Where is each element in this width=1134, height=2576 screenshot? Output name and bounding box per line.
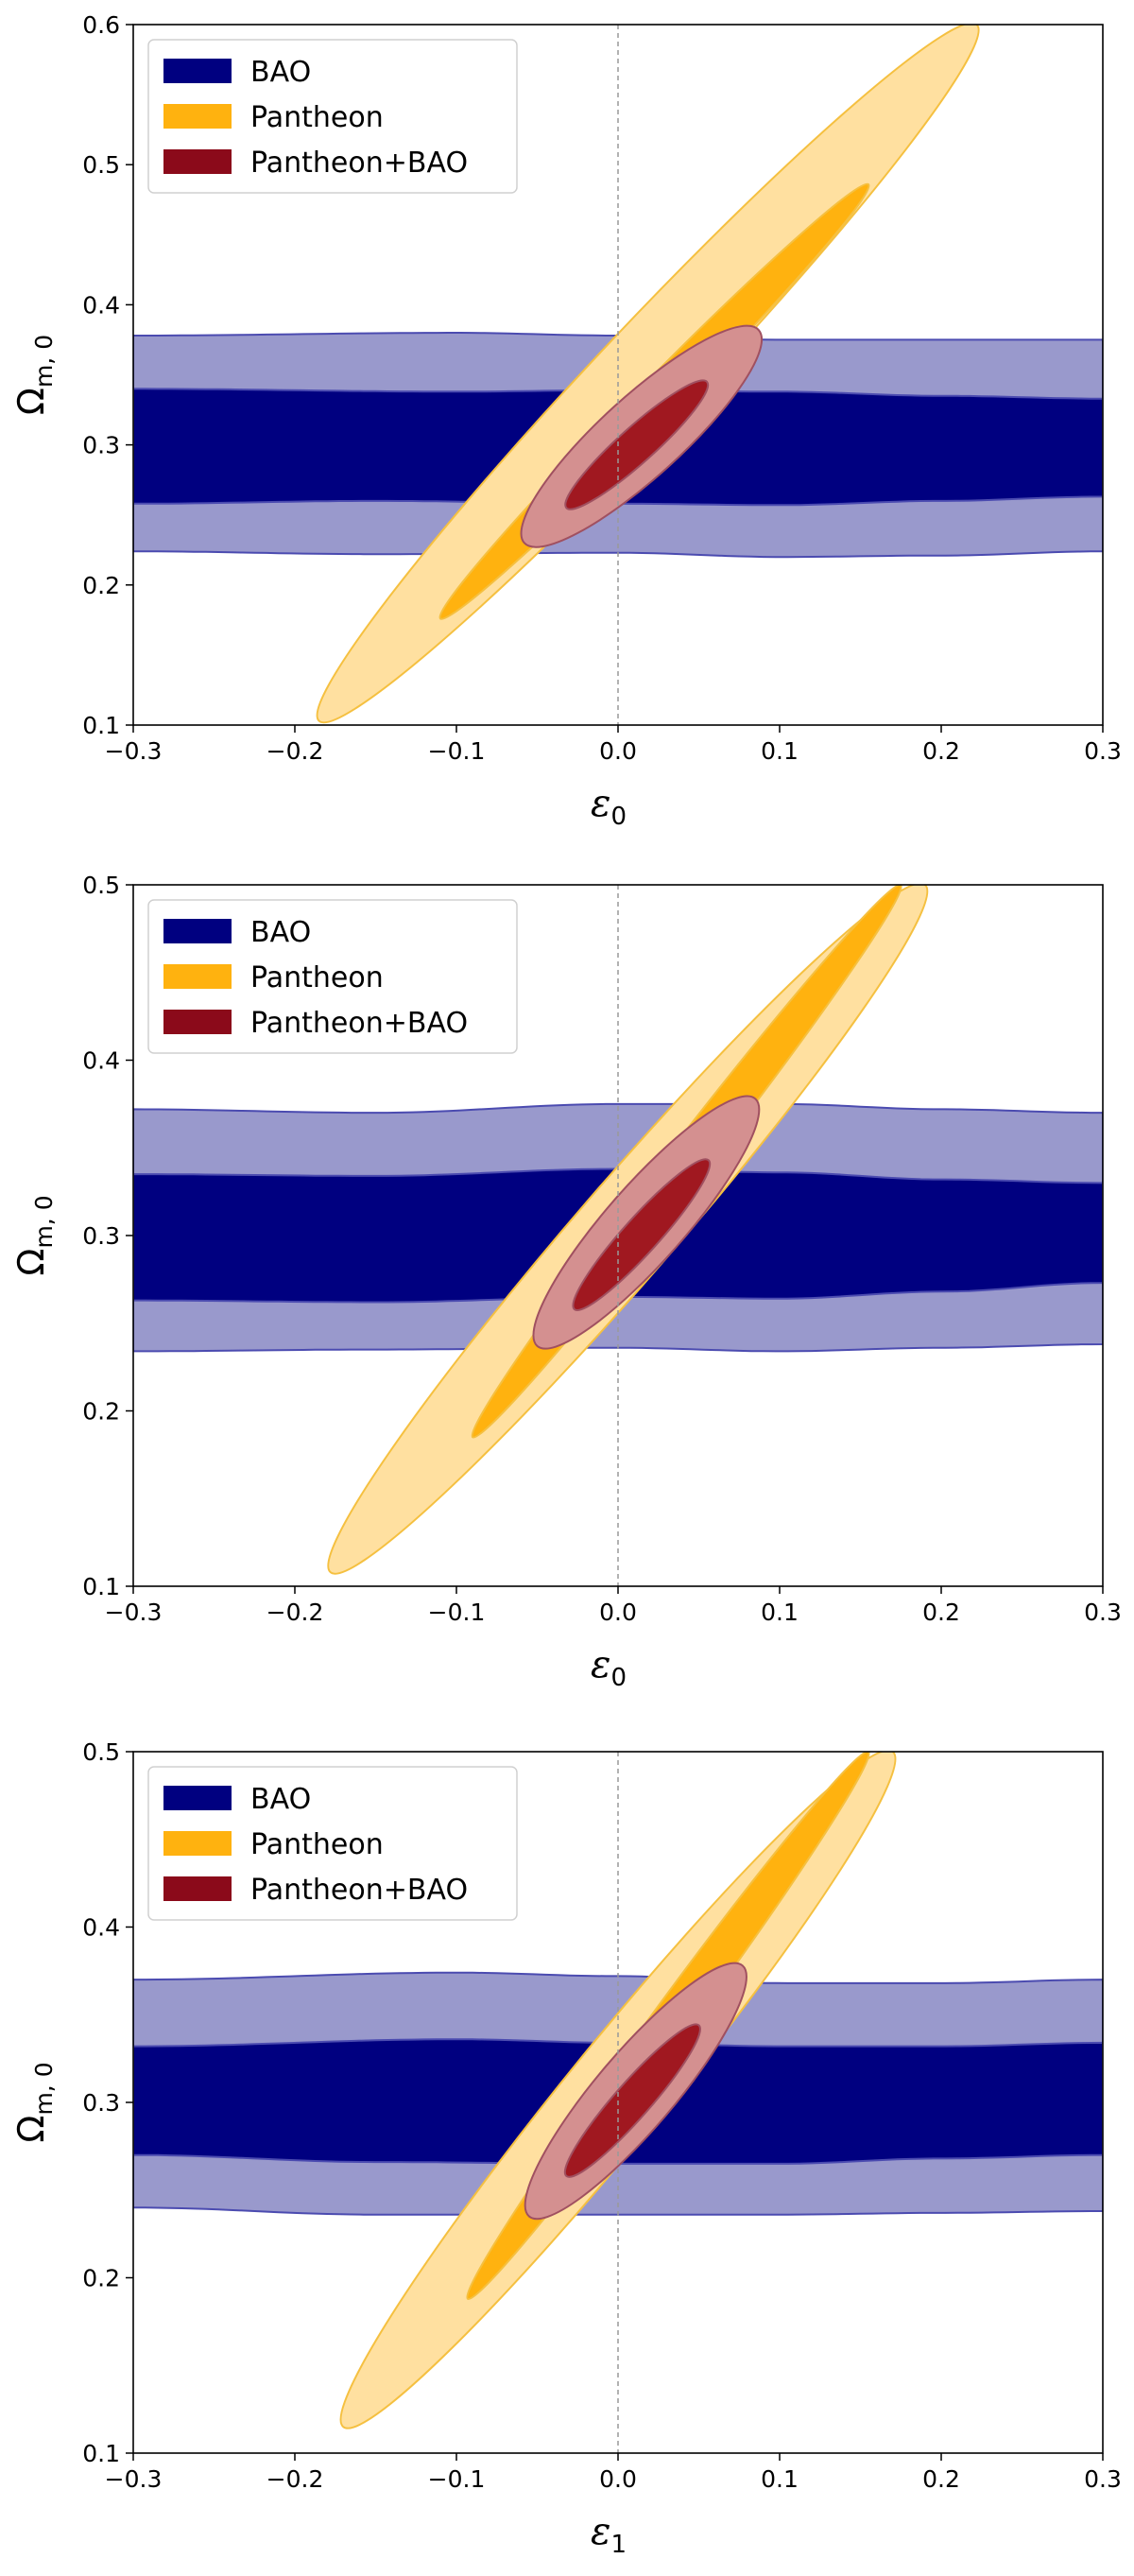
chart-bottom-legend-label-bao: BAO bbox=[250, 1783, 311, 1816]
chart-bottom-legend-box bbox=[147, 1766, 518, 1921]
chart-bottom-xtick-label: 0.0 bbox=[599, 2465, 637, 2493]
chart-bottom-legend-swatch-pantheon-plus-bao bbox=[163, 1876, 232, 1901]
chart-bottom-ylabel: Ωm, 0 bbox=[10, 2062, 58, 2142]
chart-bottom-legend-swatch-bao bbox=[163, 1786, 232, 1810]
chart-middle-ytick-label: 0.5 bbox=[82, 872, 120, 899]
chart-middle-ytick-label: 0.4 bbox=[82, 1047, 120, 1075]
chart-middle-legend: BAO Pantheon Pantheon+BAO bbox=[147, 899, 518, 1054]
chart-top-xtick-label: 0.1 bbox=[761, 737, 799, 765]
chart-middle-legend-label-bao: BAO bbox=[250, 916, 311, 949]
chart-bottom-xtick-label: 0.2 bbox=[922, 2465, 960, 2493]
chart-panel-bottom: −0.3 −0.2 −0.1 0.0 0.1 0.2 0.3 0.1 0.2 0.3 0.4 0.5 ε… bbox=[10, 1738, 1122, 2559]
chart-bottom-legend-label-pantheon-plus-bao: Pantheon+BAO bbox=[250, 1874, 468, 1907]
chart-middle-xtick-label: −0.3 bbox=[105, 1599, 163, 1626]
chart-top-legend: BAO Pantheon Pantheon+BAO bbox=[147, 39, 518, 194]
chart-bottom-legend-swatch-pantheon bbox=[163, 1831, 232, 1856]
chart-top-contour-pantheon-plus-bao-1sigma bbox=[564, 379, 710, 510]
chart-top-xtick-label: −0.1 bbox=[428, 737, 486, 765]
chart-top-xlabel: ε0 bbox=[591, 782, 627, 831]
chart-top-ylabel: Ωm, 0 bbox=[10, 335, 58, 415]
chart-bottom-xtick-label: −0.2 bbox=[266, 2465, 324, 2493]
chart-top-ytick-label: 0.4 bbox=[82, 291, 120, 319]
chart-middle-xtick-label: −0.1 bbox=[428, 1599, 486, 1626]
chart-bottom-xtick-label: 0.1 bbox=[761, 2465, 799, 2493]
chart-middle-legend-swatch-bao bbox=[163, 919, 232, 943]
chart-bottom-xlabel: ε1 bbox=[591, 2510, 627, 2559]
chart-middle-xtick-label: 0.2 bbox=[922, 1599, 960, 1626]
chart-middle-ytick-label: 0.2 bbox=[82, 1398, 120, 1426]
chart-middle-ytick-label: 0.3 bbox=[82, 1222, 120, 1250]
chart-middle-legend-label-pantheon: Pantheon bbox=[250, 961, 384, 994]
chart-top-plot-area bbox=[133, 25, 1103, 724]
chart-middle-ylabel: Ωm, 0 bbox=[10, 1195, 58, 1275]
chart-middle-xtick-label: 0.0 bbox=[599, 1599, 637, 1626]
chart-bottom-xtick-label: −0.1 bbox=[428, 2465, 486, 2493]
chart-middle-xtick-label: 0.3 bbox=[1084, 1599, 1122, 1626]
chart-middle-xtick-label: −0.2 bbox=[266, 1599, 324, 1626]
chart-middle-ytick-label: 0.1 bbox=[82, 1573, 120, 1600]
chart-bottom-xtick-label: 0.3 bbox=[1084, 2465, 1122, 2493]
chart-top-ytick-label: 0.3 bbox=[82, 432, 120, 459]
chart-top-xtick-label: 0.3 bbox=[1084, 737, 1122, 765]
chart-top-ytick-label: 0.1 bbox=[82, 712, 120, 739]
chart-top-xtick-label: −0.2 bbox=[266, 737, 324, 765]
chart-middle-plot-area bbox=[133, 885, 1103, 1575]
chart-middle-legend-swatch-pantheon-plus-bao bbox=[163, 1010, 232, 1034]
chart-middle-legend-label-pantheon-plus-bao: Pantheon+BAO bbox=[250, 1007, 468, 1040]
chart-top-ytick-label: 0.2 bbox=[82, 572, 120, 599]
chart-top-legend-swatch-pantheon bbox=[163, 104, 232, 129]
chart-bottom-ytick-label: 0.5 bbox=[82, 1738, 120, 1766]
chart-bottom-xtick-label: −0.3 bbox=[105, 2465, 163, 2493]
chart-top-legend-label-pantheon-plus-bao: Pantheon+BAO bbox=[250, 147, 468, 180]
chart-top-ytick-label: 0.6 bbox=[82, 11, 120, 39]
chart-top-xtick-label: 0.0 bbox=[599, 737, 637, 765]
chart-middle-xlabel: ε0 bbox=[591, 1643, 627, 1692]
chart-bottom-contour-pantheon-plus-bao-1sigma bbox=[563, 2023, 701, 2178]
chart-bottom-legend-label-pantheon: Pantheon bbox=[250, 1828, 384, 1861]
chart-middle-legend-swatch-pantheon bbox=[163, 964, 232, 989]
chart-middle-legend-box bbox=[147, 899, 518, 1054]
chart-top-legend-swatch-bao bbox=[163, 59, 232, 83]
chart-top-xtick-label: 0.2 bbox=[922, 737, 960, 765]
chart-bottom-ytick-label: 0.2 bbox=[82, 2265, 120, 2292]
chart-bottom-ytick-label: 0.3 bbox=[82, 2089, 120, 2117]
chart-top-legend-box bbox=[147, 39, 518, 194]
chart-middle-xtick-label: 0.1 bbox=[761, 1599, 799, 1626]
chart-top-legend-label-bao: BAO bbox=[250, 56, 311, 89]
chart-middle-contour-pantheon-plus-bao-1sigma bbox=[572, 1158, 712, 1311]
chart-top-legend-label-pantheon: Pantheon bbox=[250, 101, 384, 134]
chart-top-legend-swatch-pantheon-plus-bao bbox=[163, 149, 232, 174]
chart-panel-top: −0.3 −0.2 −0.1 0.0 0.1 0.2 0.3 0.1 0.2 0.3 0.4 0.5 0… bbox=[10, 11, 1122, 831]
chart-bottom-ytick-label: 0.4 bbox=[82, 1914, 120, 1942]
chart-top-xtick-label: −0.3 bbox=[105, 737, 163, 765]
chart-bottom-legend: BAO Pantheon Pantheon+BAO bbox=[147, 1766, 518, 1921]
chart-panel-middle: −0.3 −0.2 −0.1 0.0 0.1 0.2 0.3 0.1 0.2 0.3 0.4 0.5 ε… bbox=[10, 872, 1122, 1692]
chart-top-ytick-label: 0.5 bbox=[82, 151, 120, 179]
chart-bottom-ytick-label: 0.1 bbox=[82, 2440, 120, 2467]
